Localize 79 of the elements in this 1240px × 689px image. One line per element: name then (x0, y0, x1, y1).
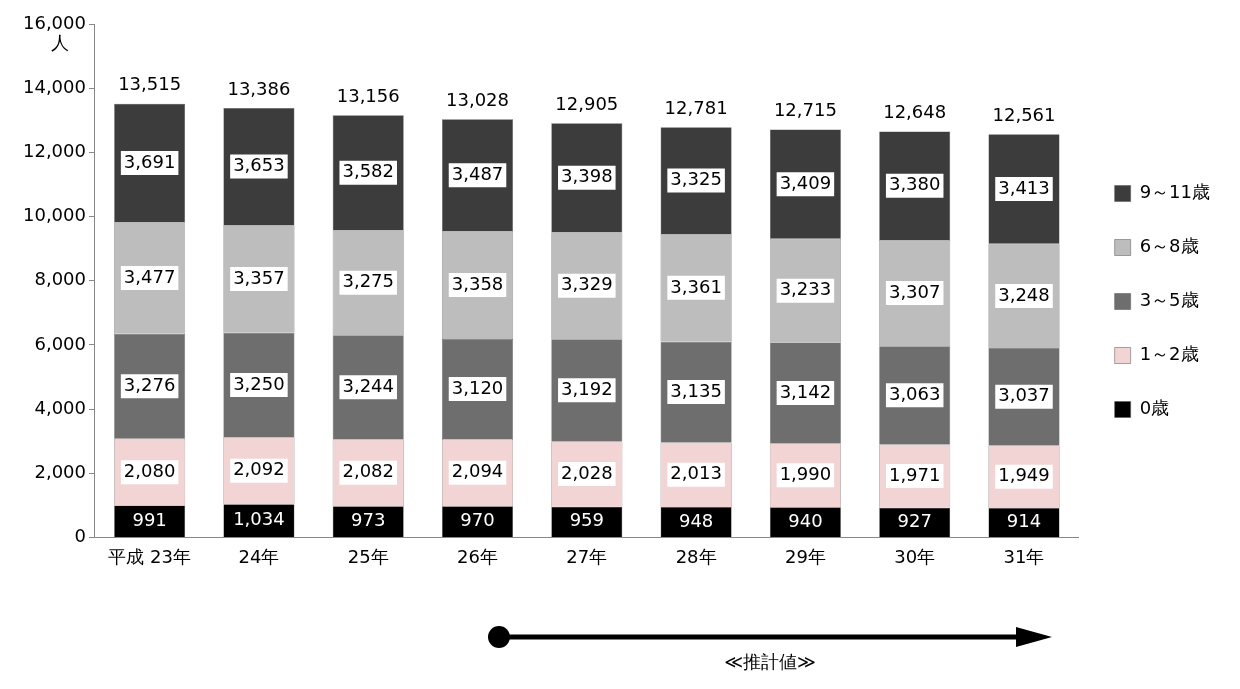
legend-label: 1～2歳 (1139, 343, 1199, 365)
data-label: 3,248 (998, 283, 1050, 305)
data-label: 3,653 (233, 154, 285, 176)
x-tick-label: 31年 (1003, 545, 1045, 567)
data-label: 3,142 (779, 380, 832, 402)
data-label: 3,477 (123, 265, 176, 287)
data-label: 3,361 (670, 275, 722, 297)
x-tick-label: 24年 (238, 545, 280, 567)
data-label: 959 (569, 509, 604, 531)
data-label: 3,329 (561, 273, 613, 295)
data-label: 2,013 (670, 462, 722, 484)
data-label: 3,192 (561, 378, 613, 400)
x-tick-label: 30年 (894, 545, 936, 567)
data-label: 1,990 (779, 462, 832, 484)
data-label: 3,244 (342, 375, 394, 396)
data-label: 3,307 (888, 280, 941, 302)
x-tick-label: 平成 23年 (108, 545, 191, 567)
total-label: 13,515 (118, 73, 182, 95)
legend-label: 3～5歳 (1139, 289, 1199, 311)
data-label: 940 (788, 509, 823, 531)
total-label: 13,386 (227, 77, 291, 99)
data-label: 948 (678, 509, 714, 531)
data-label: 991 (132, 508, 167, 530)
data-label: 3,037 (998, 384, 1050, 406)
y-tick-label: 2,000 (34, 460, 86, 482)
data-label: 3,233 (779, 278, 832, 300)
y-tick-label: 8,000 (34, 268, 86, 290)
data-label: 3,250 (233, 372, 285, 394)
total-label: 13,028 (446, 89, 510, 110)
y-tick-label: 10,000 (23, 204, 86, 226)
data-label: 2,082 (342, 460, 394, 482)
data-label: 970 (460, 509, 495, 531)
data-label: 2,092 (233, 458, 285, 480)
total-label: 12,561 (992, 104, 1056, 126)
text: ≪推計値≫ (724, 650, 816, 672)
data-label: 3,398 (561, 165, 613, 187)
data-label: 2,094 (451, 460, 504, 482)
data-label: 3,135 (670, 379, 722, 401)
data-label: 3,582 (342, 160, 394, 182)
y-tick-label: 0 (74, 525, 86, 547)
y-tick-label: 6,000 (34, 332, 86, 354)
data-label: 3,380 (888, 173, 941, 195)
total-label: 12,648 (883, 101, 947, 123)
x-tick-label: 25年 (347, 545, 389, 567)
data-label: 3,325 (670, 168, 722, 190)
data-label: 3,358 (451, 272, 504, 294)
x-tick-label: 28年 (675, 545, 717, 567)
x-tick-label: 29年 (784, 545, 826, 567)
y-axis-title: 人 (51, 31, 69, 53)
data-label: 3,275 (342, 270, 394, 292)
data-label: 1,034 (233, 508, 285, 530)
data-label: 3,120 (451, 376, 504, 398)
total-label: 12,905 (555, 92, 619, 114)
y-tick-label: 4,000 (34, 396, 86, 418)
y-tick-label: 12,000 (23, 140, 86, 162)
x-tick-label: 27年 (566, 545, 608, 567)
y-tick-label: 14,000 (23, 75, 86, 97)
data-label: 927 (897, 509, 932, 531)
data-label: 3,413 (998, 176, 1050, 198)
data-label: 3,409 (779, 171, 832, 193)
data-label: 3,063 (888, 382, 941, 404)
data-label: 1,949 (998, 464, 1050, 486)
data-label: 3,691 (123, 150, 176, 172)
legend-label: 9～11歳 (1139, 181, 1210, 203)
data-label: 914 (1006, 510, 1042, 532)
total-label: 12,781 (664, 96, 728, 118)
data-label: 3,487 (451, 162, 504, 184)
data-label: 2,080 (123, 459, 176, 481)
total-label: 12,715 (773, 99, 837, 121)
legend-label: 0歳 (1139, 397, 1170, 419)
y-tick-label: 16,000 (23, 11, 86, 33)
data-label: 3,276 (123, 373, 176, 395)
data-label: 1,971 (888, 463, 941, 485)
data-label: 3,357 (233, 266, 285, 288)
data-label: 973 (351, 509, 386, 531)
data-label: 2,028 (561, 461, 613, 483)
total-label: 13,156 (336, 84, 400, 106)
x-tick-label: 26年 (457, 545, 498, 567)
legend-label: 6～8歳 (1139, 235, 1199, 257)
